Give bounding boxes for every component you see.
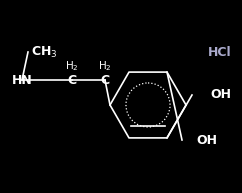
Text: H$_2$: H$_2$ (98, 59, 112, 73)
Text: OH: OH (210, 89, 231, 102)
Text: HN: HN (12, 74, 32, 86)
Text: C: C (100, 74, 110, 86)
Text: C: C (68, 74, 76, 86)
Text: HCl: HCl (208, 46, 232, 58)
Text: CH$_3$: CH$_3$ (31, 44, 58, 60)
Text: OH: OH (196, 134, 217, 146)
Text: H$_2$: H$_2$ (65, 59, 79, 73)
